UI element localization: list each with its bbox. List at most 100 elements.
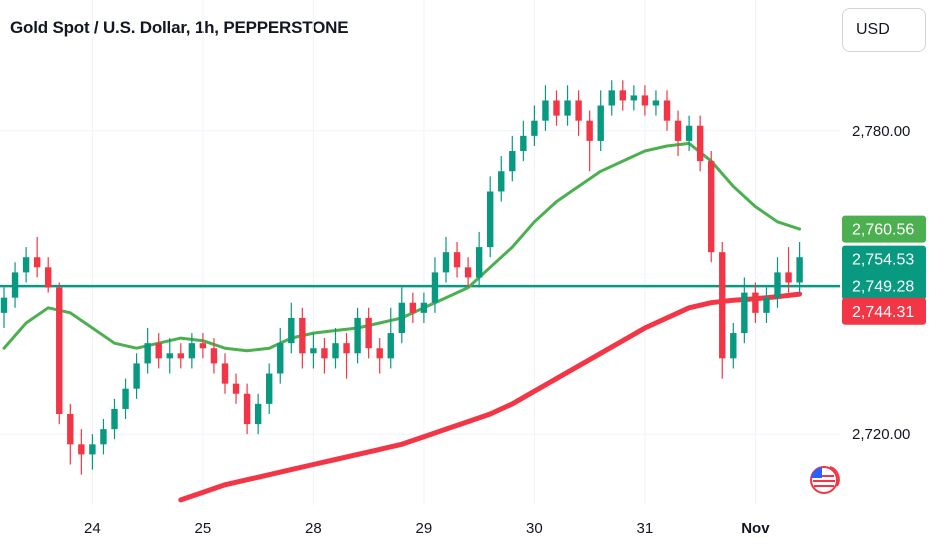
candle-9 [100, 419, 107, 455]
candle-63 [696, 115, 704, 172]
grid [0, 0, 840, 505]
candle-body [299, 317, 306, 354]
candle-68 [752, 282, 759, 323]
candle-19 [210, 338, 218, 374]
candle-body [221, 363, 229, 384]
price-label-2: 2,749.28 [842, 272, 926, 300]
candle-body [608, 90, 615, 106]
candle-body [453, 252, 461, 268]
candle-body [365, 317, 372, 349]
currency-button[interactable]: USD [842, 8, 926, 52]
candle-body [796, 257, 803, 283]
candle-71 [785, 247, 792, 293]
candle-body [0, 297, 8, 313]
candle-3 [33, 236, 41, 278]
candle-10 [111, 398, 118, 440]
candle-body [442, 252, 450, 273]
candle-36 [398, 287, 405, 344]
candle-11 [122, 378, 129, 420]
candle-body [719, 252, 726, 359]
candle-body [752, 292, 759, 313]
candle-body [564, 100, 571, 116]
candle-body [288, 317, 295, 344]
candle-21 [232, 373, 240, 404]
candle-20 [221, 353, 229, 394]
candle-body [56, 287, 63, 414]
candle-22 [243, 383, 251, 435]
candle-body [321, 348, 328, 359]
candle-body [155, 343, 162, 359]
candle-25 [277, 328, 284, 384]
candle-24 [266, 363, 273, 414]
candle-body [354, 317, 361, 354]
candle-body [89, 444, 96, 455]
candle-54 [597, 90, 604, 152]
candle-37 [409, 292, 417, 323]
candle-53 [586, 110, 593, 172]
x-axis[interactable]: 24 25 28 29 30 31 Nov [84, 520, 770, 537]
candle-30 [332, 328, 339, 369]
candle-body [553, 100, 560, 116]
moving-average-line-1 [178, 291, 803, 503]
candle-13 [144, 328, 151, 374]
candle-42 [464, 257, 472, 288]
candle-27 [299, 307, 306, 369]
candle-body [376, 348, 383, 359]
candle-body [774, 272, 781, 298]
candle-body [785, 272, 792, 283]
candle-body [498, 171, 505, 192]
candle-body [652, 100, 660, 106]
candle-28 [310, 333, 317, 369]
candle-body [398, 302, 405, 334]
candle-body [254, 403, 262, 425]
candle-body [266, 373, 273, 404]
candle-0 [0, 287, 8, 329]
candle-7 [78, 429, 85, 475]
candle-body [619, 90, 626, 101]
candle-body [531, 120, 538, 136]
candle-14 [155, 333, 162, 369]
price-label-value: 2,760.56 [852, 222, 914, 239]
x-tick-label-1: 25 [195, 520, 212, 537]
candle-body [277, 343, 284, 374]
candle-34 [376, 338, 383, 374]
candle-body [243, 393, 251, 425]
candle-body [33, 257, 41, 268]
candle-64 [708, 151, 715, 263]
candle-18 [199, 333, 207, 359]
candle-66 [730, 322, 737, 369]
us-flag-globe-icon[interactable] [810, 466, 840, 494]
candle-body [11, 272, 19, 298]
candle-4 [45, 257, 52, 293]
candle-49 [542, 85, 549, 131]
candle-body [641, 95, 649, 106]
y-axis[interactable]: 2,780.00 2,720.00 [852, 123, 910, 443]
candle-body [730, 333, 737, 359]
x-tick-label-4: 30 [526, 520, 543, 537]
candle-body [199, 343, 207, 349]
candle-65 [719, 242, 726, 379]
candle-body [387, 333, 394, 359]
candle-body [332, 343, 339, 359]
candle-56 [619, 80, 626, 111]
candle-body [67, 413, 74, 445]
candle-body [509, 151, 516, 172]
candle-58 [641, 85, 649, 116]
candle-body [420, 302, 428, 313]
y-tick-label-0: 2,780.00 [852, 123, 910, 140]
candle-17 [188, 333, 196, 369]
candle-72 [796, 242, 803, 293]
candle-2 [22, 247, 30, 283]
candle-body [674, 120, 682, 141]
candle-body [696, 125, 704, 162]
candle-69 [763, 287, 770, 323]
candle-67 [741, 277, 748, 344]
candle-body [78, 444, 85, 455]
x-tick-label-0: 24 [84, 520, 101, 537]
candle-body [100, 429, 107, 445]
x-tick-label-3: 29 [416, 520, 433, 537]
candle-body [45, 267, 52, 288]
candle-body [409, 302, 417, 313]
price-label-value: 2,744.31 [852, 304, 914, 321]
